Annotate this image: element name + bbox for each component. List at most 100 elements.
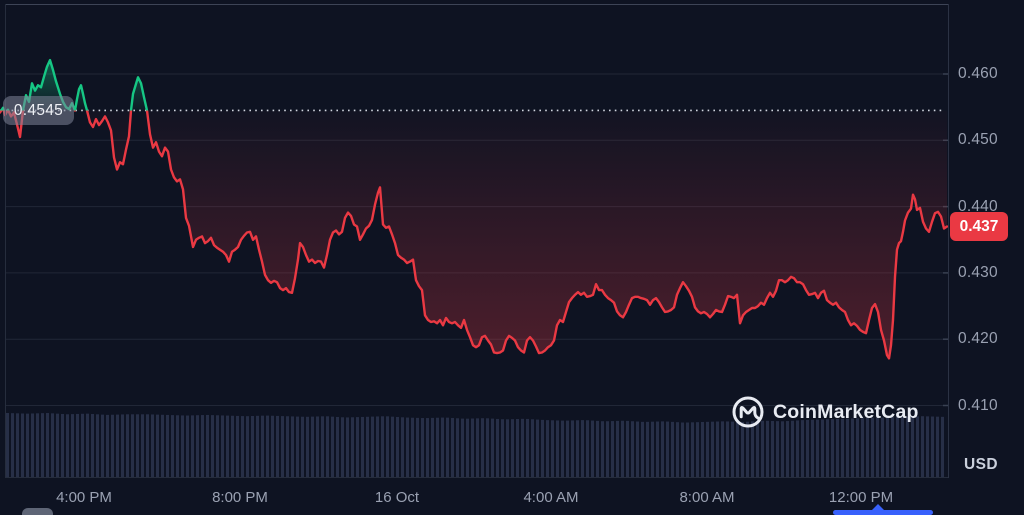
volume-bar [821,419,824,477]
volume-bar [481,418,484,477]
volume-bar [621,420,624,477]
volume-bar [456,418,459,477]
volume-bar [866,417,869,477]
time-axis-tick-label: 4:00 PM [56,489,112,506]
volume-bar [141,414,144,477]
volume-bar [146,414,149,477]
volume-bar [661,421,664,477]
volume-bar [781,421,784,477]
volume-bar [281,416,284,477]
volume-bar [186,415,189,477]
volume-bar [296,416,299,477]
volume-bar [196,415,199,477]
volume-bar [151,414,154,477]
volume-bar [766,420,769,477]
volume-bar [101,414,104,477]
horizontal-scrollbar-thumb[interactable] [833,510,933,515]
volume-bar [646,421,649,477]
volume-bar [351,417,354,477]
baseline-price-label: 0.4545 [3,96,74,126]
volume-bar [461,418,464,477]
volume-bar [776,421,779,477]
volume-bar [6,413,9,477]
volume-bar [746,421,749,477]
volume-bar [911,416,914,477]
volume-bar [871,417,874,477]
volume-bar [286,416,289,477]
volume-bar [31,413,34,477]
volume-bar [191,415,194,477]
volume-bar [446,417,449,477]
volume-bar [516,418,519,477]
volume-bar [451,417,454,477]
volume-bar [361,416,364,477]
coinmarketcap-watermark: CoinMarketCap [731,394,919,430]
volume-bar [336,416,339,477]
volume-bar [511,419,514,477]
volume-bar [571,420,574,477]
price-axis-unit: USD [964,456,998,473]
volume-bar [731,421,734,477]
volume-bar [671,421,674,477]
volume-bar [796,420,799,477]
volume-bar [166,414,169,477]
volume-bar [356,417,359,477]
volume-bar [96,414,99,477]
volume-bar [676,422,679,477]
volume-bar [921,416,924,477]
volume-bar [751,421,754,477]
volume-bar [851,418,854,477]
plot-top-border [6,4,948,5]
scroll-left-handle[interactable] [22,508,53,515]
volume-bar [531,419,534,477]
volume-bar [606,421,609,477]
volume-bar [806,419,809,477]
price-axis-tick-label: 0.460 [958,65,998,82]
volume-bar [16,413,19,477]
volume-bar [466,418,469,477]
volume-bar [496,418,499,477]
volume-bar [81,413,84,477]
volume-bar [41,413,44,477]
volume-bar [471,418,474,477]
volume-bar [246,416,249,477]
price-line-down-segment [0,110,948,360]
volume-bar [756,421,759,477]
time-axis-tick-label: 8:00 AM [679,489,735,506]
volume-bar [686,422,689,477]
volume-bar [156,414,159,477]
volume-bar [66,414,69,477]
volume-bar [591,420,594,477]
volume-bar [716,421,719,477]
volume-bar [801,420,804,477]
volume-bar [131,414,134,477]
volume-bar [136,414,139,477]
scrollbar-arrow-up-icon[interactable] [871,504,885,511]
volume-bar [266,415,269,477]
volume-bar [111,414,114,477]
volume-bar [121,414,124,477]
volume-bar [181,415,184,477]
price-axis-tick-label: 0.440 [958,197,998,215]
price-axis-tick-label: 0.450 [958,131,998,149]
volume-bar [341,417,344,477]
volume-bar [386,416,389,477]
plot-bottom-border [6,477,948,478]
volume-bar [881,417,884,477]
volume-bar [76,413,79,477]
volume-bar [846,418,849,477]
volume-bar [926,416,929,477]
volume-bar [546,420,549,477]
volume-bar [556,420,559,477]
volume-bar [816,419,819,477]
volume-bar [721,421,724,477]
volume-bar [331,416,334,477]
volume-bar [321,416,324,477]
volume-bar [161,414,164,477]
volume-bar [376,416,379,477]
volume-bar [476,418,479,477]
volume-bar [576,420,579,477]
baseline-price-value: 0.4545 [13,102,64,120]
volume-bar [11,413,14,477]
